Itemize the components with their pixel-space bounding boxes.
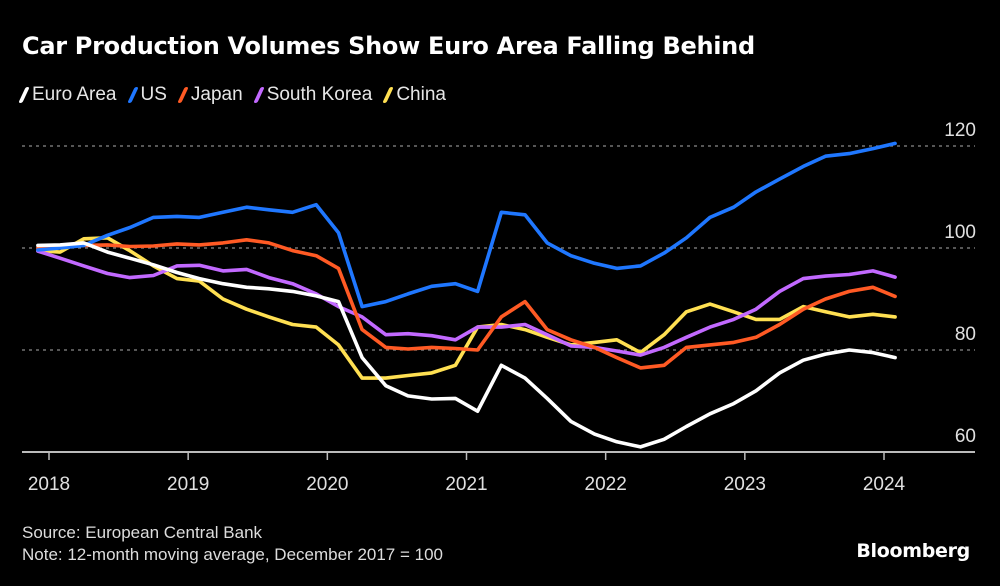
legend-label: China bbox=[396, 84, 446, 105]
series-line-euro-area bbox=[36, 241, 897, 449]
legend-item-china: China bbox=[382, 84, 446, 106]
y-tick-label: 120 bbox=[944, 120, 976, 141]
legend-item-south-korea: South Korea bbox=[252, 84, 373, 106]
legend-item-japan: Japan bbox=[177, 84, 243, 106]
legend-item-us: US bbox=[126, 84, 167, 106]
x-tick-label: 2021 bbox=[445, 474, 487, 495]
x-tick-label: 2024 bbox=[863, 474, 906, 495]
y-tick-label: 60 bbox=[955, 426, 976, 447]
y-tick-label: 100 bbox=[944, 222, 976, 243]
legend-label: Japan bbox=[190, 84, 243, 105]
legend-item-euro-area: Euro Area bbox=[18, 84, 117, 106]
legend-label: South Korea bbox=[266, 84, 373, 105]
chart-title: Car Production Volumes Show Euro Area Fa… bbox=[22, 32, 755, 60]
legend-label: Euro Area bbox=[32, 84, 117, 105]
legend-label: US bbox=[140, 84, 167, 105]
x-tick-label: 2020 bbox=[306, 474, 348, 495]
x-tick-label: 2022 bbox=[585, 474, 627, 495]
legend: Euro Area US Japan South Korea China bbox=[18, 84, 446, 106]
x-tick-label: 2023 bbox=[724, 474, 766, 495]
bloomberg-logo: Bloomberg bbox=[856, 540, 970, 562]
x-tick-label: 2019 bbox=[167, 474, 209, 495]
series-line-china bbox=[36, 236, 897, 380]
y-tick-label: 80 bbox=[955, 324, 976, 345]
series-line-south-korea bbox=[36, 249, 897, 357]
source-note: Source: European Central Bank bbox=[22, 523, 263, 542]
x-tick-label: 2018 bbox=[28, 474, 70, 495]
series-line-japan bbox=[36, 238, 897, 370]
series-line-us bbox=[36, 141, 897, 309]
footer: Source: European Central Bank Note: 12-m… bbox=[22, 522, 443, 566]
methodology-note: Note: 12-month moving average, December … bbox=[22, 545, 443, 564]
